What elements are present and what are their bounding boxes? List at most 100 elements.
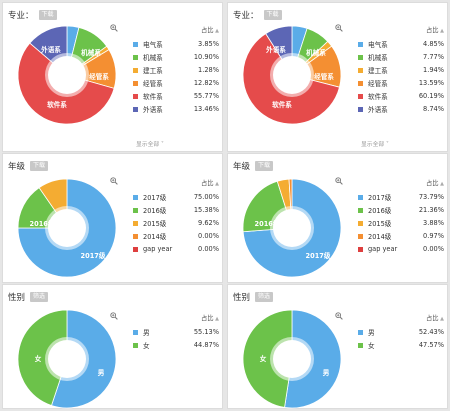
legend-item[interactable]: 软件系 55.77% xyxy=(133,91,219,101)
legend-value: 0.00% xyxy=(198,232,219,240)
card-tag[interactable]: 下载 xyxy=(263,10,282,20)
legend-item[interactable]: 2017级 73.79% xyxy=(358,192,444,202)
legend-label: 经管系 xyxy=(143,80,163,88)
legend-label: 2014级 xyxy=(368,233,392,241)
legend-item[interactable]: 经管系 13.59% xyxy=(358,78,444,88)
legend-swatch xyxy=(358,80,363,86)
legend-item[interactable]: 男 55.13% xyxy=(133,327,219,337)
major-card: 专业： 下载 外语系 机械系 经管系 软件系 占比 ▲ 电气系 3.85% 机械系 10.90% 建工… xyxy=(2,2,223,152)
legend-label: 2015级 xyxy=(143,220,167,228)
legend-item[interactable]: 外语系 13.46% xyxy=(133,104,219,114)
legend-item[interactable]: 电气系 4.85% xyxy=(358,39,444,49)
pct-column-header[interactable]: 占比 ▲ xyxy=(426,178,444,187)
legend-label: gap year xyxy=(368,245,398,253)
legend-value: 3.85% xyxy=(198,40,219,48)
legend-item[interactable]: 软件系 60.19% xyxy=(358,91,444,101)
legend-swatch xyxy=(133,342,138,348)
legend-label: 外语系 xyxy=(368,106,388,114)
slice-label: 外语系 xyxy=(41,45,61,54)
card-tag[interactable]: 下载 xyxy=(30,161,49,171)
legend-item[interactable]: 2014级 0.00% xyxy=(133,231,219,241)
card-tag[interactable]: 下载 xyxy=(38,10,57,20)
legend-swatch xyxy=(133,220,138,226)
donut-chart: 女男 xyxy=(17,309,117,409)
pct-header-label: 占比 xyxy=(425,180,439,187)
slice-label: 经管系 xyxy=(89,72,109,81)
legend-label: 软件系 xyxy=(143,93,163,101)
legend-label: 机械系 xyxy=(368,54,388,62)
legend-swatch xyxy=(358,233,363,239)
legend-swatch xyxy=(133,194,138,200)
legend-swatch xyxy=(133,80,138,86)
legend-label: 机械系 xyxy=(143,54,163,62)
zoom-icon[interactable] xyxy=(110,177,118,187)
pct-column-header[interactable]: 占比 ▲ xyxy=(426,25,444,34)
card-tag[interactable]: 筛选 xyxy=(30,292,49,302)
right-panel: 专业： 下载 外语系 机械系 经管系 软件系 占比 ▲ 电气系 4.85% 机械系 7.77% 建工系… xyxy=(225,0,450,411)
slice-女[interactable] xyxy=(242,309,293,408)
donut-chart: 2016级 2017级 xyxy=(242,178,342,278)
slice-label: 男 xyxy=(323,369,330,377)
legend-item[interactable]: 外语系 8.74% xyxy=(358,104,444,114)
show-all-link[interactable]: 显示全部 ˅ xyxy=(136,139,164,148)
legend-item[interactable]: gap year 0.00% xyxy=(133,244,219,254)
slice-label: 2017级 xyxy=(306,251,331,260)
legend-item[interactable]: 2015级 3.88% xyxy=(358,218,444,228)
legend-value: 21.36% xyxy=(418,206,444,214)
legend-label: 女 xyxy=(368,342,375,350)
pct-header-label: 占比 xyxy=(200,27,214,34)
legend-item[interactable]: 建工系 1.94% xyxy=(358,65,444,75)
legend-value: 10.90% xyxy=(193,53,219,61)
major-card: 专业： 下载 外语系 机械系 经管系 软件系 占比 ▲ 电气系 4.85% 机械系 7.77% 建工系… xyxy=(227,2,448,152)
legend-item[interactable]: 男 52.43% xyxy=(358,327,444,337)
legend-item[interactable]: 机械系 7.77% xyxy=(358,52,444,62)
zoom-icon[interactable] xyxy=(110,312,118,322)
legend-value: 4.85% xyxy=(423,40,444,48)
pct-column-header[interactable]: 占比 ▲ xyxy=(201,25,219,34)
legend-label: 2016级 xyxy=(143,207,167,215)
pct-header-label: 占比 xyxy=(200,315,214,322)
donut-hole xyxy=(48,340,86,378)
zoom-icon[interactable] xyxy=(335,24,343,34)
zoom-icon[interactable] xyxy=(335,177,343,187)
legend-item[interactable]: 2017级 75.00% xyxy=(133,192,219,202)
legend-item[interactable]: 2016级 21.36% xyxy=(358,205,444,215)
legend-value: 75.00% xyxy=(193,193,219,201)
slice-女[interactable] xyxy=(17,309,68,406)
legend-value: 0.97% xyxy=(423,232,444,240)
pct-column-header[interactable]: 占比 ▲ xyxy=(201,313,219,322)
legend-item[interactable]: 机械系 10.90% xyxy=(133,52,219,62)
legend-swatch xyxy=(133,233,138,239)
pct-column-header[interactable]: 占比 ▲ xyxy=(201,178,219,187)
zoom-icon[interactable] xyxy=(335,312,343,322)
legend-value: 8.74% xyxy=(423,105,444,113)
slice-2017级[interactable] xyxy=(17,178,117,278)
legend-label: 男 xyxy=(143,329,150,337)
legend: 占比 ▲ 2017级 73.79% 2016级 21.36% 2015级 3.88% 2014… xyxy=(358,180,444,259)
legend-value: 52.43% xyxy=(418,328,444,336)
card-header: 专业： 下载 xyxy=(8,8,57,22)
card-header: 专业： 下载 xyxy=(233,8,282,22)
legend-item[interactable]: 经管系 12.82% xyxy=(133,78,219,88)
legend-item[interactable]: 建工系 1.28% xyxy=(133,65,219,75)
legend-value: 13.59% xyxy=(418,79,444,87)
card-tag[interactable]: 下载 xyxy=(255,161,274,171)
slice-label: 机械系 xyxy=(81,48,101,57)
legend-item[interactable]: 女 47.57% xyxy=(358,340,444,350)
donut-chart: 2016级 2017级 xyxy=(17,178,117,278)
chevron-down-icon: ˅ xyxy=(159,142,164,148)
legend-swatch xyxy=(358,93,363,99)
legend-item[interactable]: 女 44.87% xyxy=(133,340,219,350)
legend-item[interactable]: gap year 0.00% xyxy=(358,244,444,254)
legend: 占比 ▲ 男 55.13% 女 44.87% xyxy=(133,315,219,355)
donut-hole xyxy=(273,56,311,94)
legend-item[interactable]: 2016级 15.38% xyxy=(133,205,219,215)
card-tag[interactable]: 筛选 xyxy=(255,292,274,302)
show-all-link[interactable]: 显示全部 ˅ xyxy=(361,139,389,148)
pct-column-header[interactable]: 占比 ▲ xyxy=(426,313,444,322)
legend-item[interactable]: 2014级 0.97% xyxy=(358,231,444,241)
legend-value: 44.87% xyxy=(193,341,219,349)
legend-item[interactable]: 电气系 3.85% xyxy=(133,39,219,49)
legend-item[interactable]: 2015级 9.62% xyxy=(133,218,219,228)
zoom-icon[interactable] xyxy=(110,24,118,34)
